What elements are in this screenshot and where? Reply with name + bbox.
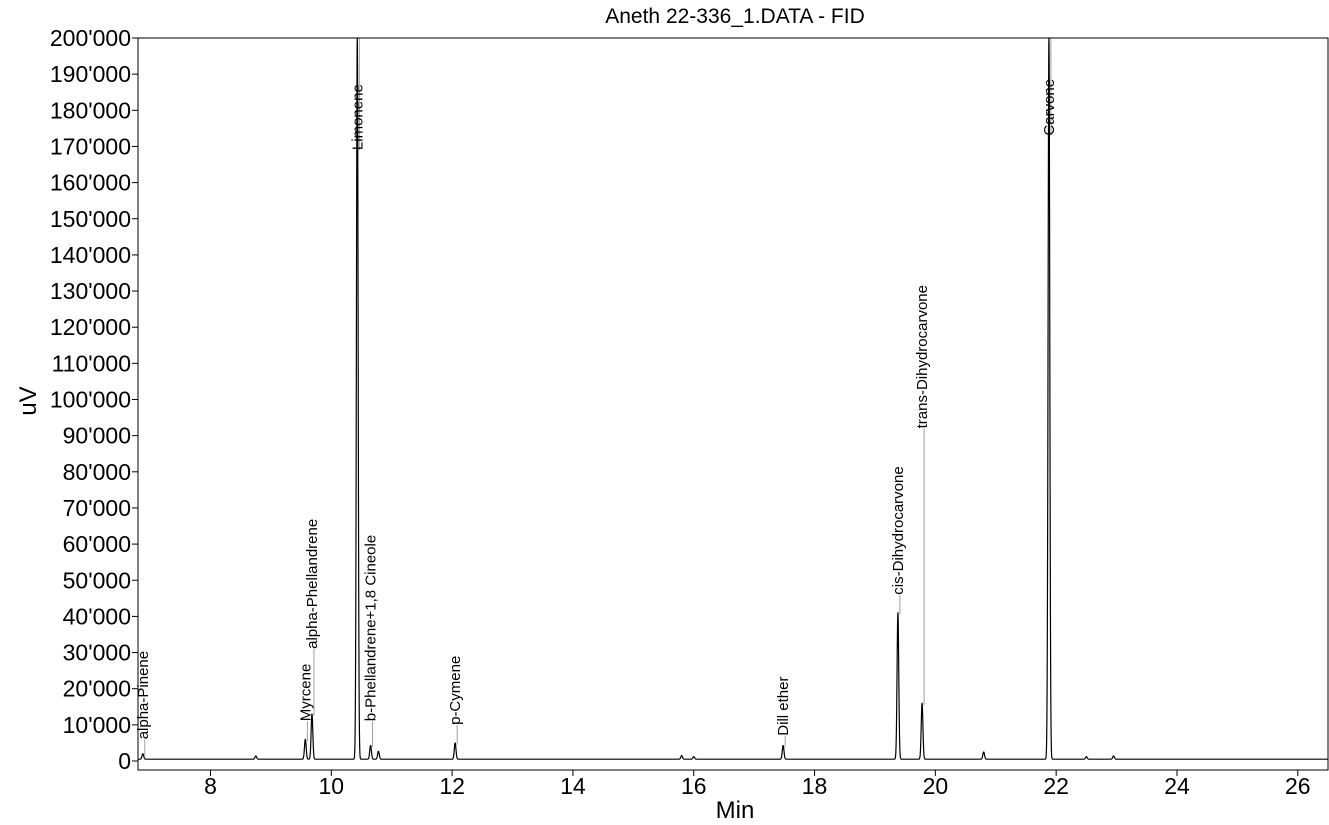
y-tick-label: 30'000 <box>63 640 131 666</box>
y-tick-label: 120'000 <box>50 314 131 340</box>
y-tick-label: 50'000 <box>63 567 131 593</box>
x-tick-label: 24 <box>1164 773 1190 799</box>
x-tick-label: 14 <box>560 773 586 799</box>
peak-label: trans-Dihydrocarvone <box>914 285 931 428</box>
peak-label: cis-Dihydrocarvone <box>890 466 907 594</box>
peak-label: b-Phellandrene+1,8 Cineole <box>363 535 380 721</box>
y-tick-label: 130'000 <box>50 278 131 304</box>
x-tick-label: 12 <box>439 773 465 799</box>
y-tick-label: 70'000 <box>63 495 131 521</box>
y-tick-label: 150'000 <box>50 206 131 232</box>
y-tick-label: 60'000 <box>63 531 131 557</box>
x-tick-label: 26 <box>1285 773 1311 799</box>
y-tick-label: 170'000 <box>50 133 131 159</box>
y-tick-label: 110'000 <box>52 350 131 376</box>
peak-label: p-Cymene <box>447 656 464 725</box>
y-tick-label: 20'000 <box>63 676 131 702</box>
x-tick-label: 10 <box>319 773 345 799</box>
x-axis-ticks: 8 10 12 14 16 18 20 22 24 26 <box>204 770 1311 799</box>
y-tick-label: 10'000 <box>63 712 131 738</box>
peak-label: alpha-Phellandrene <box>304 519 321 649</box>
y-tick-label: 140'000 <box>50 242 131 268</box>
y-tick-label: 100'000 <box>50 387 131 413</box>
y-tick-label: 190'000 <box>50 61 131 87</box>
x-tick-label: 16 <box>681 773 707 799</box>
x-tick-label: 20 <box>923 773 949 799</box>
y-axis-ticks: 0 10'000 20'000 30'000 40'000 50'000 60'000 70'… <box>50 25 138 774</box>
y-tick-label: 40'000 <box>63 603 131 629</box>
y-tick-label: 180'000 <box>50 97 131 123</box>
peak-label: alpha-Pinene <box>135 651 152 739</box>
y-tick-label: 80'000 <box>63 459 131 485</box>
chart-title: Aneth 22-336_1.DATA - FID <box>605 5 865 28</box>
peak-label: Dill ether <box>775 677 792 736</box>
x-tick-label: 18 <box>802 773 828 799</box>
chromatogram-trace <box>137 37 1329 760</box>
y-tick-label: 0 <box>118 748 131 774</box>
y-tick-label: 160'000 <box>50 170 131 196</box>
x-tick-label: 8 <box>204 773 217 799</box>
y-tick-label: 200'000 <box>50 25 131 51</box>
plot-frame <box>137 37 1329 771</box>
y-tick-label: 90'000 <box>63 423 131 449</box>
y-axis-title: uV <box>15 386 42 415</box>
peak-labels: alpha-Pinene Myrcenealpha-PhellandreneLim… <box>135 38 1058 756</box>
x-tick-label: 22 <box>1043 773 1069 799</box>
x-axis-title: Min <box>716 797 755 824</box>
peak-label: Myrcene <box>297 664 314 722</box>
